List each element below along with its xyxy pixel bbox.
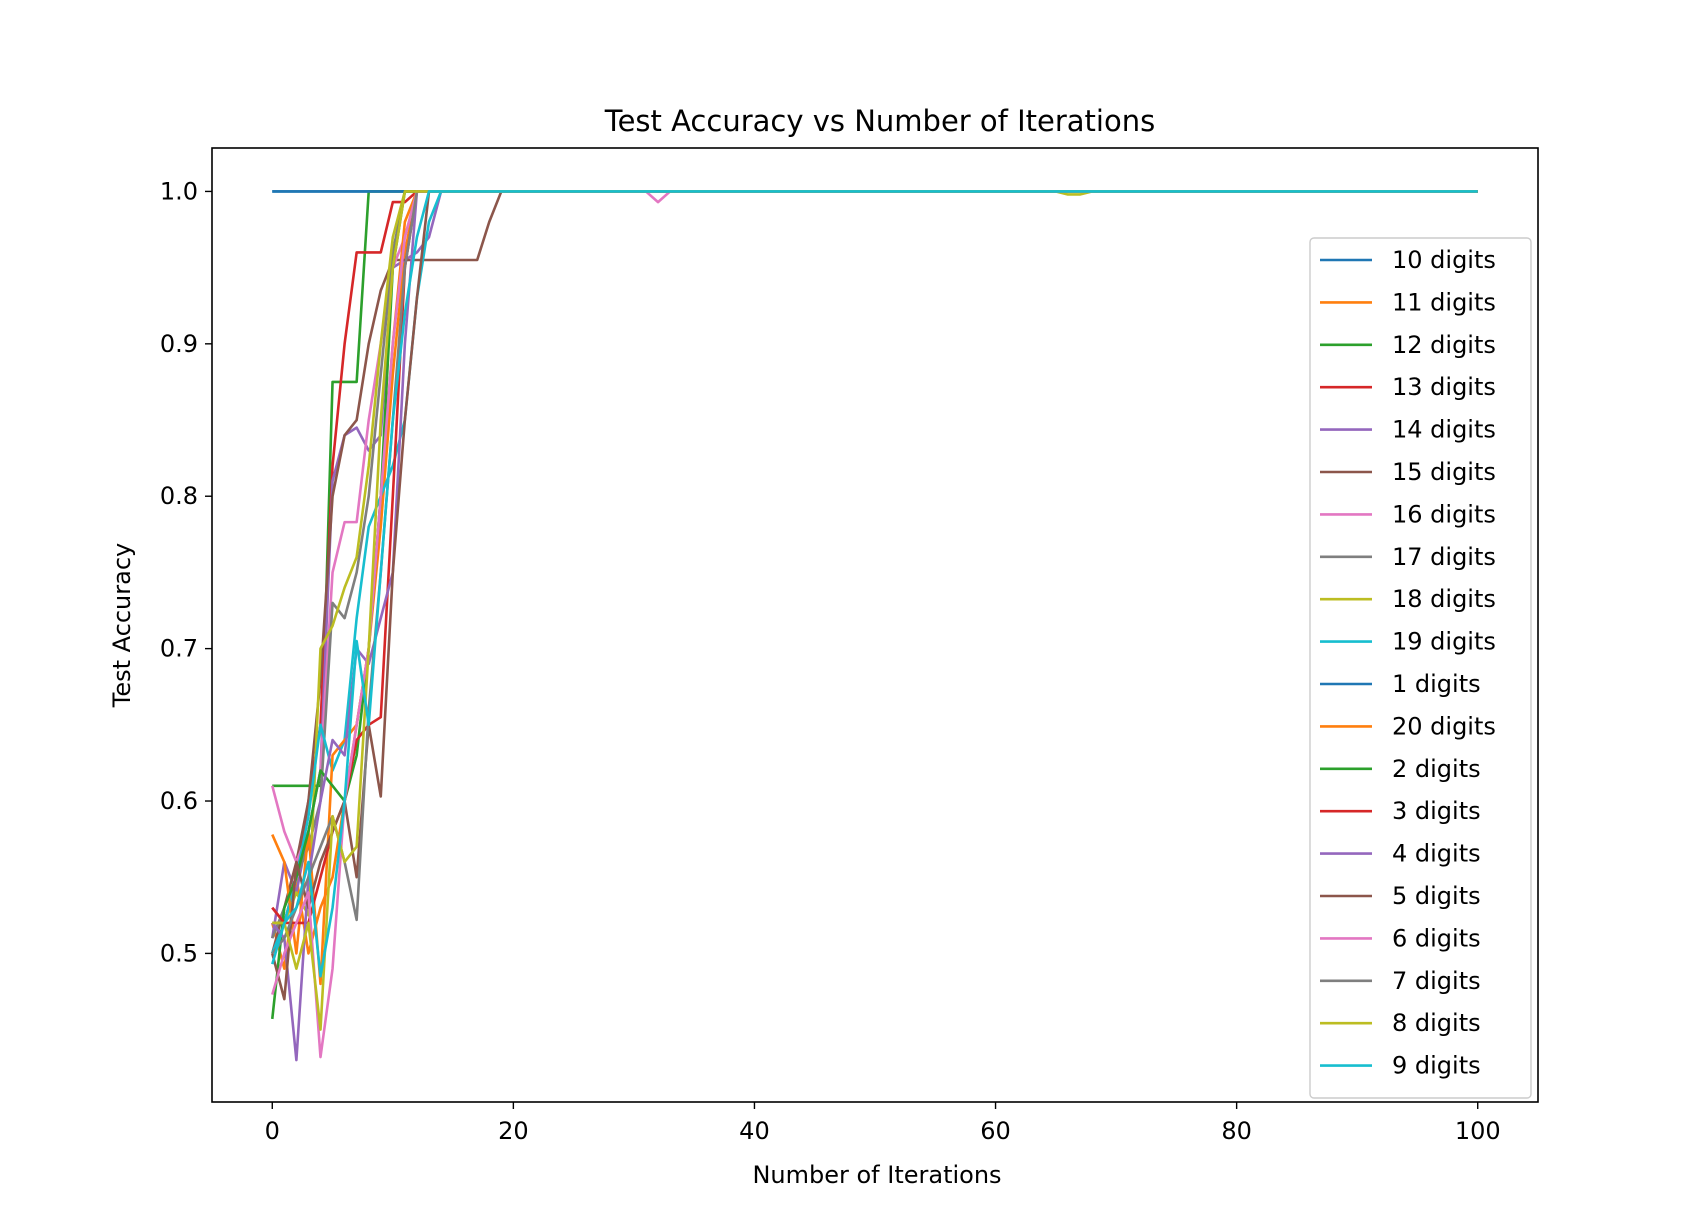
legend-box	[1309, 237, 1532, 1099]
legend-label: 17 digits	[1392, 543, 1496, 571]
legend-label: 5 digits	[1392, 882, 1481, 910]
legend-label: 3 digits	[1392, 797, 1481, 825]
y-tick-label: 0.6	[160, 787, 198, 815]
x-tick-label: 100	[1455, 1117, 1501, 1145]
legend: 10 digits 11 digits 12 digits 13 digits 14 d…	[1309, 237, 1532, 1099]
y-tick-label: 0.5	[160, 939, 198, 967]
legend-label: 1 digits	[1392, 670, 1481, 698]
series-line-10	[271, 190, 1478, 954]
legend-label: 16 digits	[1392, 500, 1496, 528]
chart-title: Test Accuracy vs Number of Iterations	[604, 104, 1155, 138]
y-tick-label: 0.7	[160, 635, 198, 663]
y-tick-label: 1.0	[160, 177, 198, 205]
legend-label: 7 digits	[1392, 967, 1481, 995]
legend-label: 18 digits	[1392, 585, 1496, 613]
x-tick-label: 40	[739, 1117, 770, 1145]
x-axis-title: Number of Iterations	[752, 1161, 1001, 1189]
legend-label: 4 digits	[1392, 840, 1481, 868]
legend-label: 9 digits	[1392, 1052, 1481, 1080]
series-line-6	[271, 190, 1478, 954]
legend-label: 14 digits	[1392, 416, 1496, 444]
legend-label: 12 digits	[1392, 331, 1496, 359]
x-tick-label: 20	[498, 1117, 529, 1145]
legend-label: 19 digits	[1392, 628, 1496, 656]
series-layer	[270, 190, 1478, 1062]
y-axis: 0.5 0.6 0.7 0.8 0.9 1.0	[160, 177, 212, 967]
x-tick-label: 0	[265, 1117, 280, 1145]
legend-label: 6 digits	[1392, 924, 1481, 952]
legend-label: 10 digits	[1392, 246, 1496, 274]
legend-label: 15 digits	[1392, 458, 1496, 486]
series-line-20	[271, 190, 1478, 978]
x-tick-label: 60	[980, 1117, 1011, 1145]
legend-label: 2 digits	[1392, 755, 1481, 783]
legend-label: 13 digits	[1392, 373, 1496, 401]
y-tick-label: 0.8	[160, 482, 198, 510]
x-axis: 0 20 40 60 80 100	[265, 1102, 1501, 1145]
legend-label: 8 digits	[1392, 1009, 1481, 1037]
y-axis-title: Test Accuracy	[108, 543, 136, 708]
y-tick-label: 0.9	[160, 330, 198, 358]
legend-label: 20 digits	[1392, 712, 1496, 740]
legend-label: 11 digits	[1392, 288, 1496, 316]
x-tick-label: 80	[1221, 1117, 1252, 1145]
plot-frame	[211, 147, 1539, 1103]
